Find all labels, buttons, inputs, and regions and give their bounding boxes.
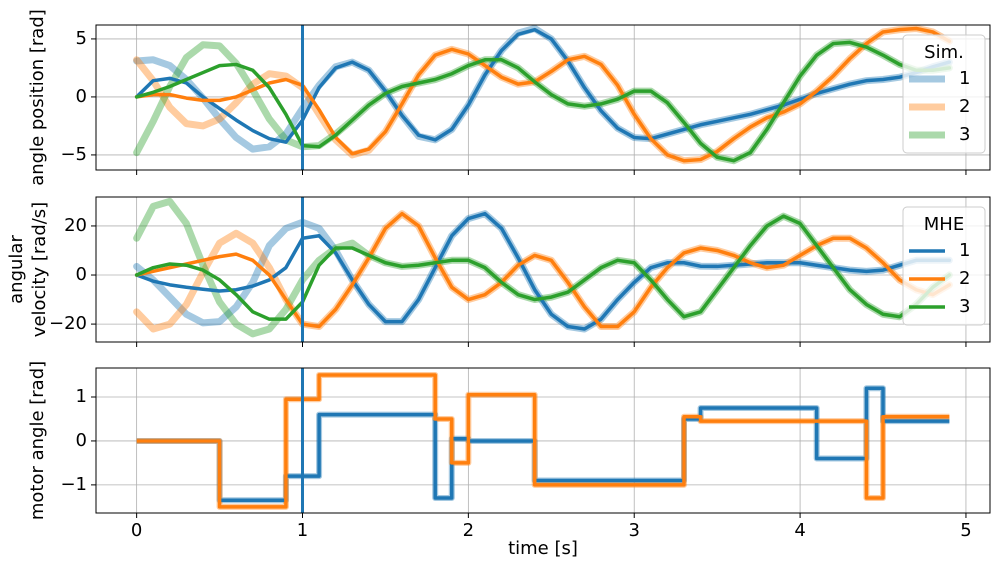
axes-frame (95, 24, 991, 171)
legend: Sim. 1 2 3 (902, 34, 986, 154)
legend-label: 1 (959, 240, 970, 261)
y-tick-label: −20 (49, 313, 87, 334)
x-axis-label: time [s] (508, 538, 578, 559)
axes: −20 0 20 angular velocity [rad/s] MHE 1 2 3 (6, 196, 991, 347)
axes: 0 1 2 3 4 5 −1 0 1 motor angle [rad] time [s] (27, 361, 991, 559)
series-line (134, 26, 952, 163)
axes: −5 0 5 angle position [rad] Sim. 1 2 3 (27, 9, 991, 186)
plot-area (133, 25, 953, 165)
legend-label: 2 (959, 268, 970, 289)
legend-label: 3 (959, 296, 970, 317)
axes-frame (95, 196, 991, 343)
y-tick-label: 0 (76, 430, 87, 451)
legend-title: MHE (924, 214, 964, 235)
legend: MHE 1 2 3 (902, 206, 986, 326)
y-tick-label: −1 (60, 474, 87, 495)
y-tick-label: 1 (76, 386, 87, 407)
x-tick-label: 0 (131, 520, 142, 541)
legend-label: 2 (959, 96, 970, 117)
legend-title: Sim. (924, 42, 964, 63)
legend-box (902, 206, 986, 326)
legend-label: 1 (959, 68, 970, 89)
series-line (133, 210, 953, 333)
x-tick-label: 1 (297, 520, 308, 541)
legend-label: 3 (959, 124, 970, 145)
y-axis-label: motor angle [rad] (27, 361, 48, 520)
series-line (133, 38, 953, 165)
y-tick-label: 20 (64, 215, 87, 236)
series-line (134, 214, 952, 321)
y-axis-label: velocity [rad/s] (29, 202, 50, 337)
series-line (134, 211, 952, 329)
axes-frame (95, 367, 991, 514)
y-tick-label: 5 (76, 28, 87, 49)
x-tick-label: 4 (794, 520, 805, 541)
legend-box (902, 34, 986, 154)
y-axis-label: angular (6, 235, 27, 304)
y-tick-label: −5 (60, 144, 87, 165)
x-tick-label: 3 (628, 520, 639, 541)
series-line (134, 40, 952, 163)
plot-area (136, 372, 950, 510)
x-tick-label: 2 (463, 520, 474, 541)
plot-area (133, 197, 953, 338)
series-step (136, 373, 950, 509)
y-tick-label: 0 (76, 264, 87, 285)
y-axis-label: angle position [rad] (27, 9, 48, 186)
y-tick-label: 0 (76, 86, 87, 107)
x-tick-label: 5 (960, 520, 971, 541)
